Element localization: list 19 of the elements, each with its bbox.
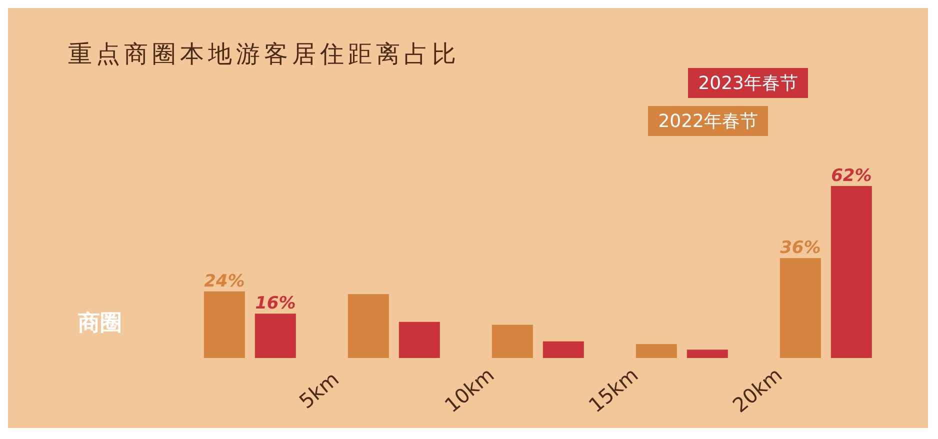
text: 2022年春节 xyxy=(648,106,768,136)
text: 商圈 xyxy=(78,310,122,338)
bar xyxy=(254,314,296,358)
bar xyxy=(348,294,389,358)
bar xyxy=(492,324,533,358)
text: 2023年春节 xyxy=(688,68,808,98)
chart-title: 重点商圈本地游客居住距离占比 xyxy=(68,39,460,70)
bar xyxy=(398,322,440,358)
bar xyxy=(780,258,821,358)
data-label: 62% xyxy=(831,166,872,186)
bar xyxy=(636,344,677,358)
bar xyxy=(686,350,728,358)
bar xyxy=(204,291,245,358)
data-label: 24% xyxy=(204,271,245,292)
bar xyxy=(542,341,584,358)
data-label: 16% xyxy=(255,294,296,314)
data-label: 36% xyxy=(780,238,821,258)
text: 5km xyxy=(294,366,344,414)
bar xyxy=(830,186,872,358)
